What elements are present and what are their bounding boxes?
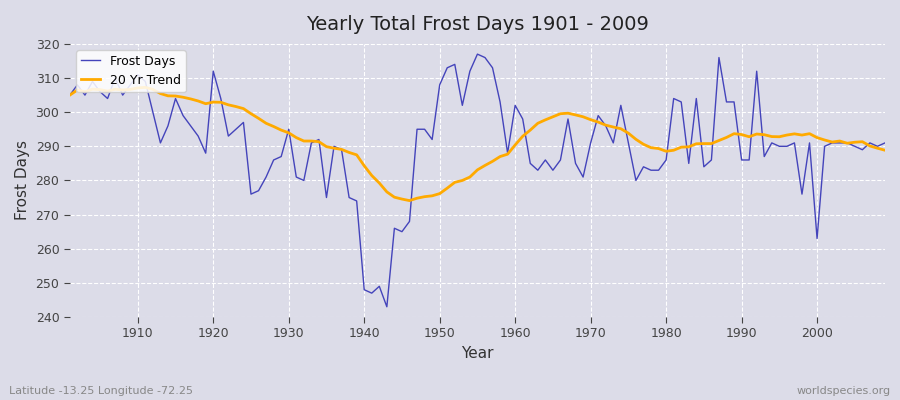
Y-axis label: Frost Days: Frost Days — [15, 140, 30, 220]
20 Yr Trend — [140, 85, 150, 90]
Frost Days — [472, 52, 482, 56]
20 Yr Trend — [65, 93, 76, 98]
Line: 20 Yr Trend: 20 Yr Trend — [70, 87, 885, 201]
20 Yr Trend — [616, 126, 626, 131]
Legend: Frost Days, 20 Yr Trend: Frost Days, 20 Yr Trend — [76, 50, 185, 92]
Frost Days — [125, 82, 136, 87]
Title: Yearly Total Frost Days 1901 - 2009: Yearly Total Frost Days 1901 - 2009 — [306, 15, 649, 34]
20 Yr Trend — [344, 150, 355, 155]
Text: worldspecies.org: worldspecies.org — [796, 386, 891, 396]
Text: Latitude -13.25 Longitude -72.25: Latitude -13.25 Longitude -72.25 — [9, 386, 193, 396]
Frost Days — [616, 103, 626, 108]
X-axis label: Year: Year — [461, 346, 494, 361]
Frost Days — [879, 140, 890, 145]
20 Yr Trend — [404, 198, 415, 203]
Frost Days — [382, 304, 392, 309]
Frost Days — [65, 93, 76, 98]
Frost Days — [518, 117, 528, 122]
Frost Days — [337, 147, 347, 152]
20 Yr Trend — [125, 87, 136, 92]
Frost Days — [291, 175, 302, 180]
20 Yr Trend — [879, 148, 890, 153]
20 Yr Trend — [525, 128, 535, 132]
20 Yr Trend — [518, 134, 528, 139]
Frost Days — [525, 161, 535, 166]
20 Yr Trend — [299, 139, 310, 144]
Line: Frost Days: Frost Days — [70, 54, 885, 307]
